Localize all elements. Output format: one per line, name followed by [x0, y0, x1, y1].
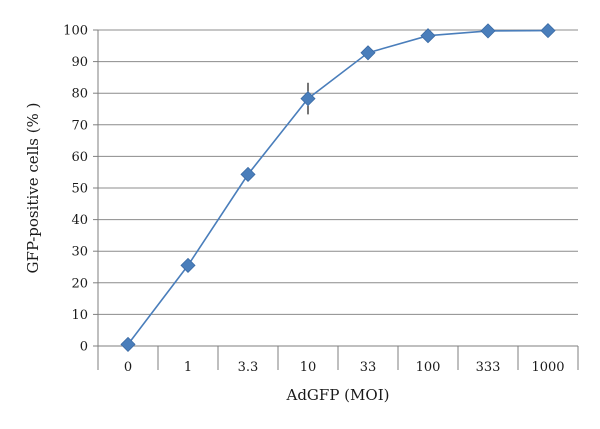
x-axis-title: AdGFP (MOI) — [286, 386, 390, 404]
data-point-marker — [120, 336, 136, 352]
data-point-marker — [300, 91, 316, 107]
data-point-marker — [360, 45, 376, 61]
x-tick-label: 333 — [476, 360, 501, 375]
x-tick-label: 100 — [416, 360, 441, 375]
data-point-marker — [420, 28, 436, 44]
x-tick-label: 10 — [300, 360, 317, 375]
y-tick-label: 40 — [71, 213, 88, 228]
y-tick-label: 0 — [80, 340, 88, 355]
x-tick-label: 0 — [124, 360, 132, 375]
x-tick-label: 3.3 — [238, 360, 259, 375]
data-point-marker — [540, 23, 556, 39]
y-tick-label: 90 — [71, 55, 88, 70]
y-tick-label: 10 — [71, 308, 88, 323]
y-tick-label: 60 — [71, 150, 88, 165]
data-point-marker — [480, 23, 496, 39]
y-tick-label: 50 — [71, 182, 88, 197]
y-axis-title: GFP-positive cells (% ) — [24, 103, 42, 274]
series-line — [127, 29, 549, 345]
y-tick-label: 80 — [71, 87, 88, 102]
data-point-marker — [240, 166, 256, 182]
x-tick-label: 1000 — [531, 360, 564, 375]
y-tick-label: 70 — [71, 118, 88, 133]
x-tick-label: 1 — [184, 360, 192, 375]
y-tick-label: 30 — [71, 245, 88, 260]
data-point-marker — [180, 257, 196, 273]
y-tick-label: 100 — [63, 24, 88, 39]
x-tick-label: 33 — [360, 360, 377, 375]
y-tick-label: 20 — [71, 276, 88, 291]
